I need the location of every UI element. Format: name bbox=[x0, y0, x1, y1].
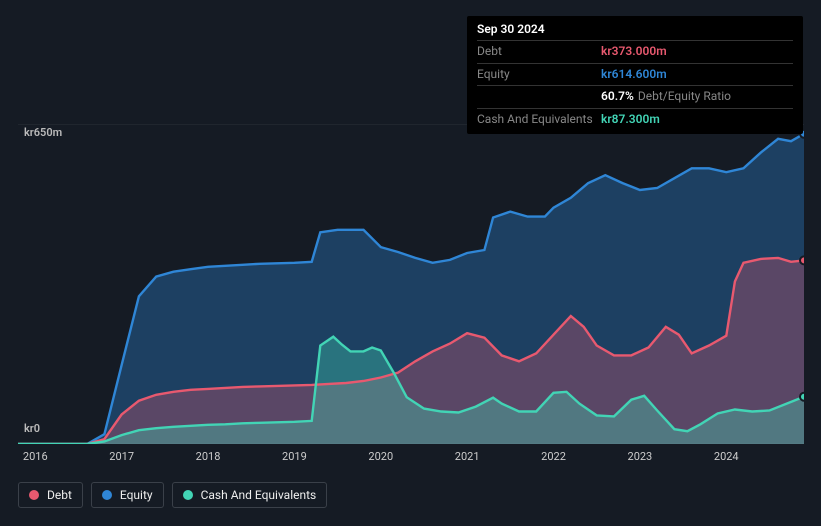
tooltip-row: Equitykr614.600m bbox=[477, 63, 793, 86]
tooltip-row-value: 60.7%Debt/Equity Ratio bbox=[601, 89, 731, 105]
x-tick: 2024 bbox=[714, 450, 739, 463]
tooltip-row: Cash And Equivalentskr87.300m bbox=[477, 108, 793, 131]
x-tick: 2016 bbox=[23, 450, 48, 463]
legend: Debt Equity Cash And Equivalents bbox=[18, 482, 327, 508]
x-tick: 2017 bbox=[109, 450, 134, 463]
x-tick: 2023 bbox=[628, 450, 653, 463]
tooltip-row-label: Equity bbox=[477, 67, 601, 83]
tooltip-row-value: kr373.000m bbox=[601, 44, 667, 60]
tooltip-row-value: kr614.600m bbox=[601, 67, 667, 83]
x-tick: 2018 bbox=[196, 450, 221, 463]
x-tick: 2019 bbox=[282, 450, 307, 463]
legend-label: Equity bbox=[120, 488, 153, 502]
legend-swatch bbox=[29, 490, 39, 500]
cash-end-dot bbox=[800, 393, 804, 401]
legend-item-cash-and-equivalents[interactable]: Cash And Equivalents bbox=[172, 482, 328, 508]
tooltip-row: Debtkr373.000m bbox=[477, 40, 793, 63]
tooltip-row-suffix: Debt/Equity Ratio bbox=[638, 89, 731, 103]
legend-swatch bbox=[183, 490, 193, 500]
chart-svg bbox=[18, 124, 804, 444]
legend-item-equity[interactable]: Equity bbox=[91, 482, 164, 508]
tooltip-row-label: Cash And Equivalents bbox=[477, 112, 601, 128]
tooltip-row-value: kr87.300m bbox=[601, 112, 660, 128]
data-tooltip: Sep 30 2024 Debtkr373.000mEquitykr614.60… bbox=[467, 16, 803, 134]
x-tick: 2020 bbox=[368, 450, 393, 463]
x-tick: 2022 bbox=[541, 450, 566, 463]
debt-end-dot bbox=[800, 256, 804, 264]
chart-plot-area: kr650m kr0 bbox=[18, 124, 804, 444]
x-tick: 2021 bbox=[455, 450, 480, 463]
legend-label: Debt bbox=[47, 488, 72, 502]
tooltip-row-label bbox=[477, 89, 601, 105]
tooltip-row-label: Debt bbox=[477, 44, 601, 60]
legend-swatch bbox=[102, 490, 112, 500]
tooltip-date: Sep 30 2024 bbox=[477, 22, 793, 40]
legend-item-debt[interactable]: Debt bbox=[18, 482, 83, 508]
x-axis: 2016 2017 2018 2019 2020 2021 2022 2023 2024 bbox=[18, 450, 804, 466]
tooltip-row: 60.7%Debt/Equity Ratio bbox=[477, 85, 793, 108]
legend-label: Cash And Equivalents bbox=[201, 488, 317, 502]
